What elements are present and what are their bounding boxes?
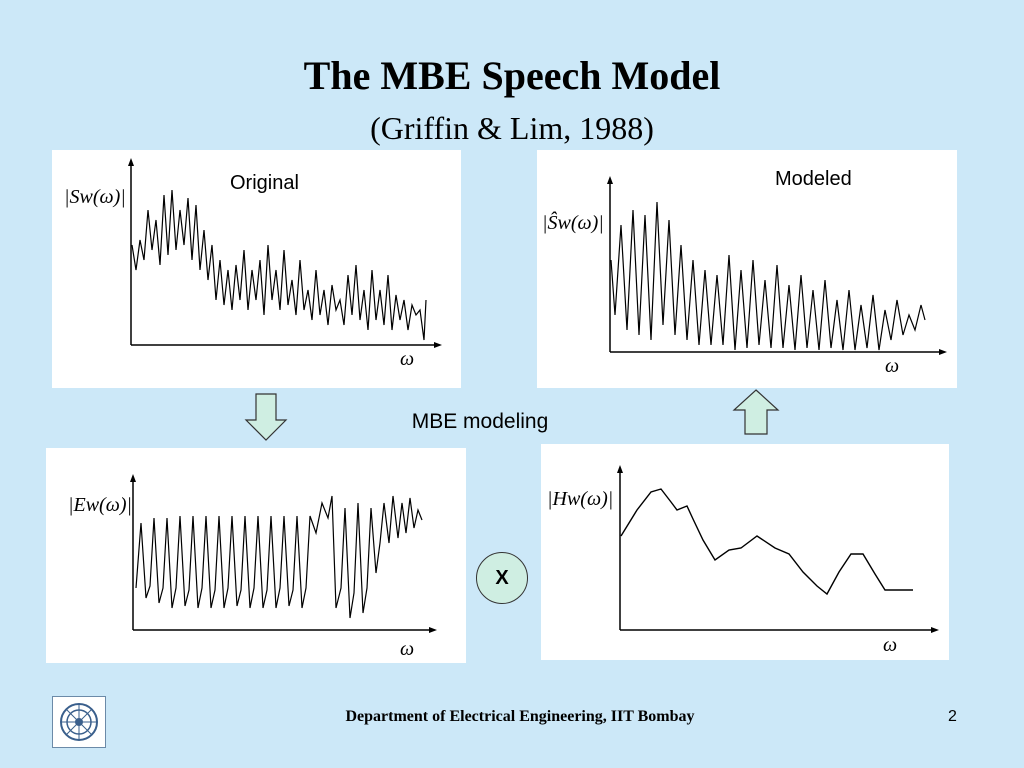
original-y-axis-label: |Sw(ω)| <box>64 186 126 208</box>
excitation-spectrum-plot <box>130 474 437 633</box>
page-number: 2 <box>948 708 957 725</box>
slide-subtitle: (Griffin & Lim, 1988) <box>370 110 654 146</box>
envelope-curve <box>620 488 913 596</box>
x-axis-arrowhead <box>429 627 437 633</box>
modeled-spectrum-curve <box>610 201 926 351</box>
modeled-label: Modeled <box>775 168 852 190</box>
envelope-panel: |Hw(ω)| ω <box>541 444 949 660</box>
multiply-operator: X <box>476 552 528 604</box>
excitation-spectrum-curve <box>135 495 423 619</box>
mbe-modeling-label: MBE modeling <box>411 410 549 433</box>
y-axis-arrowhead <box>607 176 613 184</box>
original-x-axis-label: ω <box>400 348 415 370</box>
modeled-spectrum-plot <box>607 176 947 355</box>
modeled-spectrum-panel: Modeled |Ŝw(ω)| ω <box>537 150 957 388</box>
x-axis-arrowhead <box>931 627 939 633</box>
down-arrow-icon <box>244 393 288 441</box>
iit-bombay-logo <box>52 696 106 748</box>
x-axis-arrowhead <box>939 349 947 355</box>
footer-department: Department of Electrical Engineering, II… <box>345 708 695 725</box>
envelope-x-axis-label: ω <box>883 634 898 656</box>
excitation-spectrum-panel: |Ew(ω)| ω <box>46 448 466 663</box>
y-axis-arrowhead <box>130 474 136 482</box>
y-axis-arrowhead <box>617 465 623 473</box>
original-spectrum-panel: Original |Sw(ω)| ω <box>52 150 461 388</box>
excitation-x-axis-label: ω <box>400 638 415 660</box>
original-label: Original <box>230 172 299 194</box>
original-spectrum-curve <box>131 189 427 341</box>
original-spectrum-plot <box>128 158 442 348</box>
envelope-y-axis-label: |Hw(ω)| <box>547 488 614 510</box>
slide-title: The MBE Speech Model <box>303 53 721 98</box>
iit-bombay-logo-graphic <box>60 703 98 741</box>
x-axis-arrowhead <box>434 342 442 348</box>
modeled-x-axis-label: ω <box>885 355 900 377</box>
excitation-y-axis-label: |Ew(ω)| <box>68 494 132 516</box>
up-arrow-icon <box>732 389 780 435</box>
modeled-y-axis-label: |Ŝw(ω)| <box>542 212 604 234</box>
y-axis-arrowhead <box>128 158 134 166</box>
envelope-plot <box>617 465 939 633</box>
